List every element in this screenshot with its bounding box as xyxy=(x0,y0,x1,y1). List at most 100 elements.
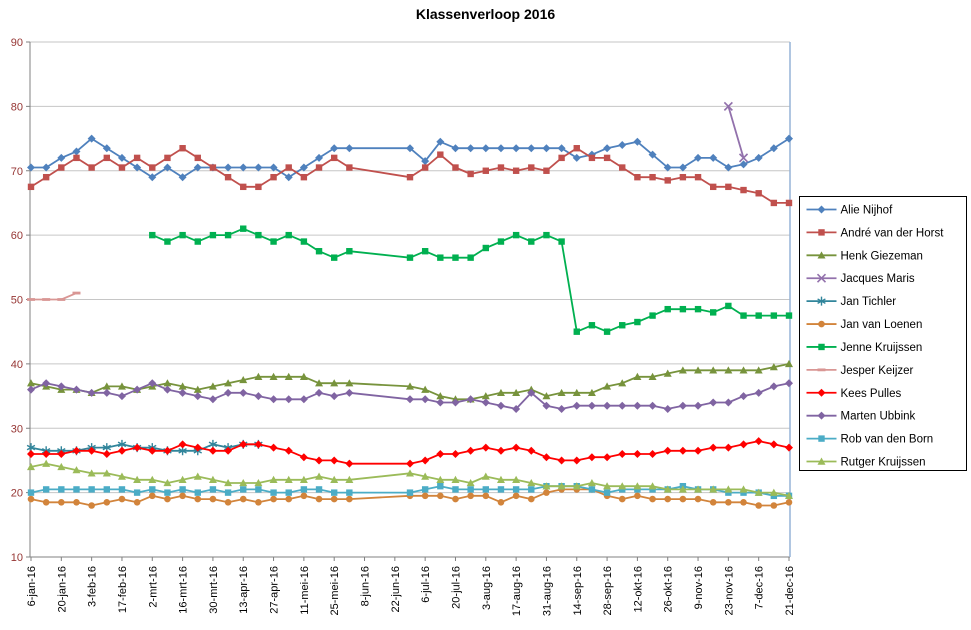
legend-box xyxy=(799,196,967,471)
square-marker xyxy=(573,328,580,335)
triangle-marker xyxy=(178,382,187,390)
legend-item-henk-giezeman[interactable]: Henk Giezeman xyxy=(806,250,923,262)
circle-marker xyxy=(740,498,747,506)
square-marker xyxy=(755,312,762,319)
legend-item-jesper-keijzer[interactable]: Jesper Keijzer xyxy=(806,365,914,377)
diamond-marker xyxy=(694,446,703,455)
square-marker xyxy=(331,154,338,162)
square-marker xyxy=(133,154,141,162)
series-alie-nijhof xyxy=(27,134,793,182)
square-marker xyxy=(588,154,596,162)
triangle-marker xyxy=(406,469,414,477)
triangle-marker xyxy=(481,472,490,480)
series-kees-pulles xyxy=(27,437,793,468)
diamond-marker xyxy=(193,163,202,172)
x-axis-label: 20-jul-16 xyxy=(450,566,462,609)
dash-marker xyxy=(42,298,51,301)
diamond-marker xyxy=(345,388,354,397)
square-marker xyxy=(164,489,171,496)
square-marker xyxy=(103,486,110,493)
circle-marker xyxy=(58,498,65,506)
y-axis-label: 20 xyxy=(11,488,23,500)
legend-item-jacques-maris[interactable]: Jacques Maris xyxy=(806,273,915,285)
triangle-marker xyxy=(239,478,248,487)
square-marker xyxy=(300,238,308,245)
square-marker xyxy=(603,328,611,335)
triangle-marker xyxy=(785,359,793,368)
diamond-marker xyxy=(618,401,627,410)
series-line xyxy=(31,292,77,301)
square-marker xyxy=(725,489,732,496)
square-marker xyxy=(573,145,580,152)
legend-item-jan-van-loenen[interactable]: Jan van Loenen xyxy=(806,319,923,331)
diamond-marker xyxy=(148,173,157,182)
diamond-marker xyxy=(466,446,475,455)
diamond-marker xyxy=(42,163,51,172)
diamond-marker xyxy=(481,443,490,452)
square-marker xyxy=(209,231,217,239)
square-marker xyxy=(437,151,444,158)
diamond-marker xyxy=(694,153,703,162)
triangle-marker xyxy=(284,372,293,380)
diamond-marker xyxy=(269,395,278,404)
dash-marker xyxy=(27,298,35,301)
triangle-marker xyxy=(451,475,460,483)
diamond-marker xyxy=(406,459,414,468)
circle-marker xyxy=(512,492,520,500)
triangle-marker xyxy=(315,472,324,480)
circle-marker xyxy=(164,495,171,503)
circle-marker xyxy=(73,498,80,506)
diamond-marker xyxy=(678,446,687,455)
diamond-marker xyxy=(618,450,627,458)
legend-item-kees-pulles[interactable]: Kees Pulles xyxy=(806,388,902,400)
circle-marker xyxy=(709,498,717,506)
square-marker xyxy=(406,173,414,181)
x-axis-label: 17-feb-16 xyxy=(117,566,129,613)
circle-marker xyxy=(27,495,35,503)
square-marker xyxy=(785,199,793,207)
diamond-marker xyxy=(496,144,505,153)
diamond-marker xyxy=(269,163,278,172)
circle-marker xyxy=(497,498,505,506)
legend-item-andr-van-der-horst[interactable]: André van der Horst xyxy=(806,227,945,239)
diamond-marker xyxy=(618,141,627,149)
triangle-marker xyxy=(633,372,642,380)
legend-item-jan-tichler[interactable]: Jan Tichler xyxy=(806,296,897,308)
square-marker xyxy=(42,486,50,493)
diamond-marker xyxy=(436,450,445,458)
diamond-marker xyxy=(496,401,505,410)
legend-item-jenne-kruijssen[interactable]: Jenne Kruijssen xyxy=(806,342,923,354)
diamond-marker xyxy=(330,392,339,401)
diamond-marker xyxy=(269,443,278,452)
diamond-marker xyxy=(57,450,66,458)
triangle-marker xyxy=(618,379,627,387)
x-axis-label: 31-aug-16 xyxy=(541,566,553,616)
diamond-marker xyxy=(178,173,187,182)
diamond-marker xyxy=(512,404,521,413)
x-axis-label: 11-mei-16 xyxy=(299,566,311,615)
legend-item-alie-nijhof[interactable]: Alie Nijhof xyxy=(806,205,894,217)
diamond-marker xyxy=(739,392,748,401)
diamond-marker xyxy=(709,443,718,452)
triangle-marker xyxy=(754,366,763,374)
legend-item-marten-ubbink[interactable]: Marten Ubbink xyxy=(806,411,916,423)
legend-item-rob-van-den-born[interactable]: Rob van den Born xyxy=(806,434,934,446)
diamond-marker xyxy=(785,443,793,452)
circle-marker xyxy=(330,495,338,503)
square-marker xyxy=(694,305,702,313)
diamond-marker xyxy=(148,446,157,455)
diamond-marker xyxy=(754,388,763,397)
square-marker xyxy=(164,238,171,245)
series-andr-van-der-horst xyxy=(27,145,793,207)
triangle-marker xyxy=(769,488,778,496)
y-axis-label: 40 xyxy=(11,359,23,371)
triangle-marker xyxy=(603,482,612,490)
legend-label: Rutger Kruijssen xyxy=(841,457,926,469)
square-marker xyxy=(497,238,505,245)
legend-label: Kees Pulles xyxy=(841,388,902,400)
square-marker xyxy=(194,238,201,245)
circle-marker xyxy=(118,495,126,503)
legend-item-rutger-kruijssen[interactable]: Rutger Kruijssen xyxy=(806,457,926,469)
triangle-marker xyxy=(572,482,581,490)
square-marker xyxy=(73,154,80,162)
